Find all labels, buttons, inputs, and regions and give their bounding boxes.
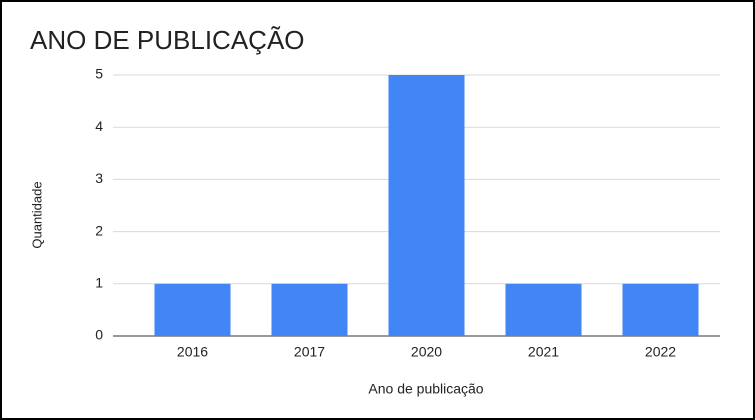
bar — [388, 75, 465, 336]
y-tick-label: 3 — [95, 170, 103, 186]
x-tick-label: 2022 — [645, 344, 676, 360]
bar — [505, 283, 582, 336]
y-axis-label: Quantidade — [29, 181, 44, 248]
x-axis-label: Ano de publicação — [368, 381, 483, 397]
chart-title: ANO DE PUBLICAÇÃO — [30, 25, 305, 55]
x-tick-label: 2016 — [177, 344, 208, 360]
y-tick-label: 4 — [95, 118, 103, 134]
bar — [622, 283, 699, 336]
x-tick-label: 2020 — [411, 344, 442, 360]
y-tick-label: 0 — [95, 327, 103, 343]
bar — [154, 283, 231, 336]
y-tick-label: 1 — [95, 275, 103, 291]
y-tick-label: 2 — [95, 222, 103, 238]
x-tick-label: 2017 — [294, 344, 325, 360]
bar — [271, 283, 348, 336]
x-tick-label: 2021 — [528, 344, 559, 360]
y-tick-label: 5 — [95, 66, 103, 82]
